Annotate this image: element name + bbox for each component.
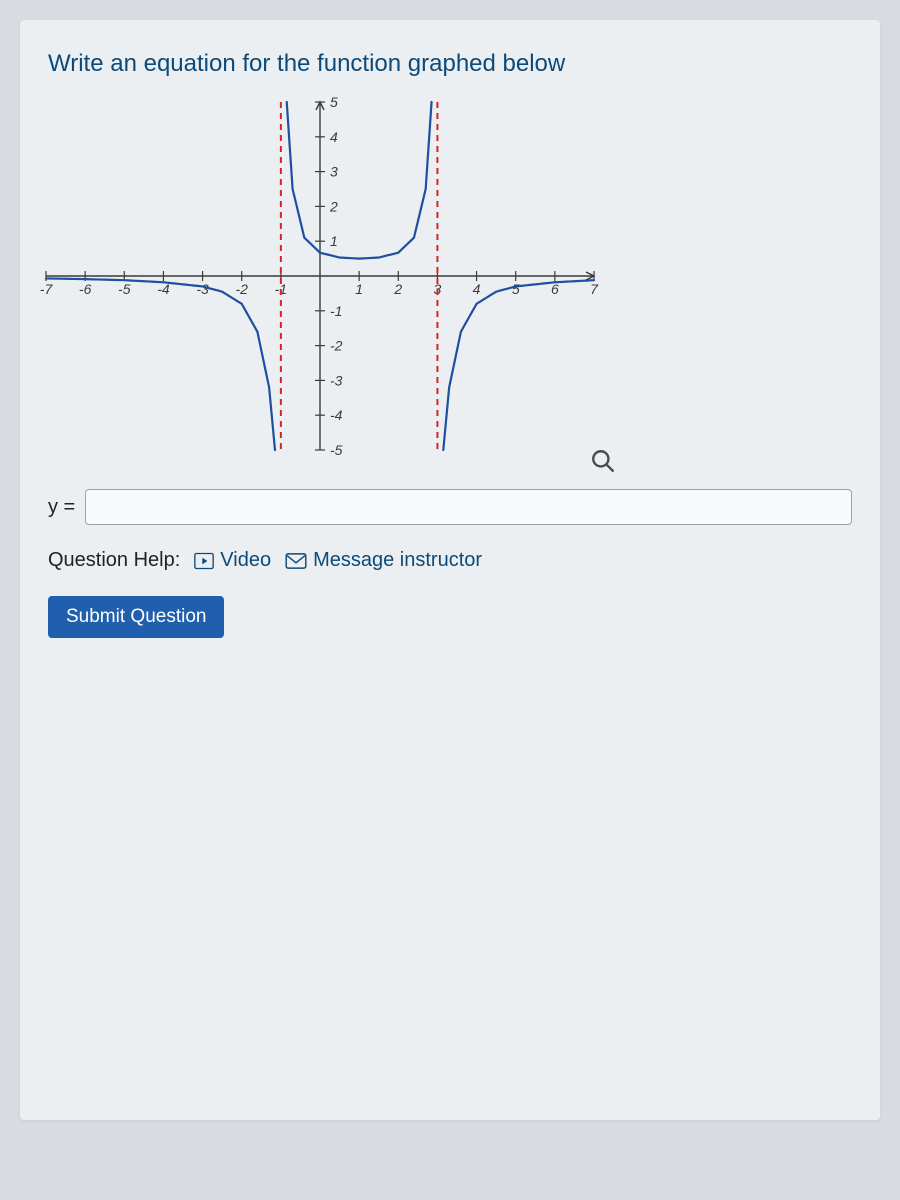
svg-text:2: 2	[393, 281, 402, 297]
help-row: Question Help: Video Message instructor	[48, 549, 852, 572]
svg-text:2: 2	[329, 198, 338, 214]
svg-text:-4: -4	[330, 407, 343, 423]
svg-text:-7: -7	[40, 281, 53, 297]
svg-text:5: 5	[512, 281, 520, 297]
video-help-link[interactable]: Video	[194, 549, 271, 572]
video-help-label: Video	[220, 549, 271, 572]
answer-input[interactable]	[85, 489, 852, 525]
mail-icon	[285, 553, 307, 569]
submit-question-button[interactable]: Submit Question	[48, 596, 224, 638]
svg-text:-3: -3	[330, 372, 343, 388]
svg-text:-5: -5	[330, 442, 343, 456]
svg-text:-6: -6	[79, 281, 92, 297]
svg-text:7: 7	[590, 281, 599, 297]
answer-row: y =	[48, 489, 852, 525]
svg-text:-2: -2	[330, 338, 343, 354]
svg-text:4: 4	[473, 281, 481, 297]
video-icon	[194, 552, 214, 570]
svg-text:1: 1	[355, 281, 363, 297]
message-instructor-link[interactable]: Message instructor	[285, 549, 482, 572]
question-card: Write an equation for the function graph…	[20, 20, 880, 1120]
answer-label: y =	[48, 496, 75, 519]
function-graph: -7-6-5-4-3-2-11234567-5-4-3-2-112345	[40, 96, 600, 456]
svg-text:-2: -2	[235, 281, 248, 297]
svg-text:1: 1	[330, 233, 338, 249]
svg-text:3: 3	[330, 164, 338, 180]
svg-text:-1: -1	[330, 303, 342, 319]
message-instructor-label: Message instructor	[313, 549, 482, 572]
svg-text:-5: -5	[118, 281, 131, 297]
svg-text:-3: -3	[196, 281, 209, 297]
help-label: Question Help:	[48, 549, 180, 572]
svg-text:5: 5	[330, 96, 338, 110]
graph-container: -7-6-5-4-3-2-11234567-5-4-3-2-112345	[40, 96, 852, 461]
zoom-icon[interactable]	[590, 448, 616, 479]
svg-text:4: 4	[330, 129, 338, 145]
question-prompt: Write an equation for the function graph…	[48, 50, 852, 78]
